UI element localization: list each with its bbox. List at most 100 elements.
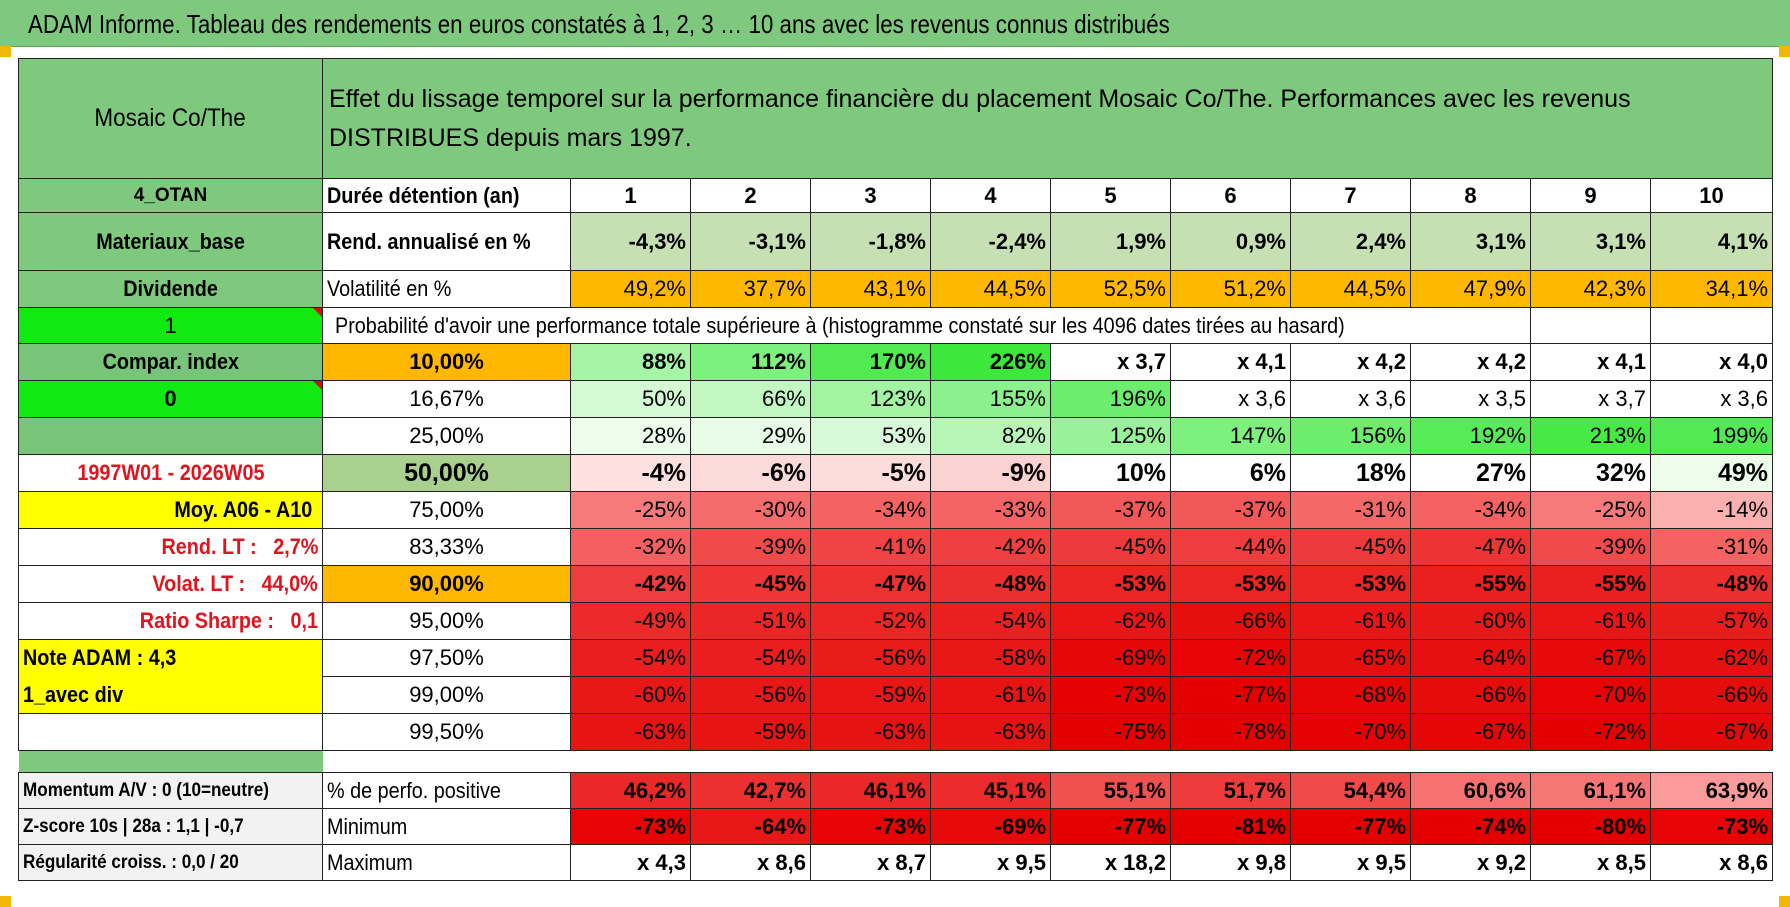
minimum-label: Minimum <box>322 808 571 845</box>
percentile-cell: 213% <box>1530 417 1651 455</box>
vol-cell: 51,2% <box>1170 270 1291 308</box>
percentile-cell: 10% <box>1050 454 1171 492</box>
percentile-cell: -33% <box>930 491 1051 529</box>
minimum-cell: -74% <box>1410 808 1531 845</box>
percentile-label: 90,00% <box>322 565 571 603</box>
positive-cell: 55,1% <box>1050 772 1171 809</box>
percentile-row: Compar. index 10,00% 88% 112% 170% 226% … <box>18 343 1774 381</box>
percentile-cell: 29% <box>690 417 811 455</box>
percentile-cell: -67% <box>1410 713 1531 751</box>
percentile-cell: -41% <box>810 528 931 566</box>
percentile-cell: -70% <box>1290 713 1411 751</box>
percentile-cell: -54% <box>690 639 811 677</box>
percentile-cell: -48% <box>930 565 1051 603</box>
percentile-cell: -5% <box>810 454 931 492</box>
percentile-row: 1997W01 - 2026W05 50,00% -4% -6% -5% -9%… <box>18 454 1774 492</box>
compar-index-label: Compar. index <box>18 343 323 381</box>
rend-cell: 3,1% <box>1410 212 1531 271</box>
minimum-cell: -81% <box>1170 808 1291 845</box>
returns-table: Mosaic Co/The Effet du lissage temporel … <box>18 58 1774 881</box>
percentile-cell: -64% <box>1410 639 1531 677</box>
comment-marker <box>313 381 322 390</box>
moy-label: Moy. A06 - A10 <box>18 491 323 529</box>
percentile-cell: -57% <box>1649 602 1774 640</box>
percentile-cell: -61% <box>1530 602 1651 640</box>
rend-label: Rend. annualisé en % <box>322 212 571 271</box>
vol-cell: 49,2% <box>570 270 691 308</box>
percentile-cell: -55% <box>1410 565 1531 603</box>
maximum-row: Régularité croiss. : 0,0 / 20 Maximum x … <box>18 844 1774 881</box>
percentile-cell: -60% <box>570 676 691 714</box>
year-header: 8 <box>1410 178 1531 213</box>
year-header: 6 <box>1170 178 1291 213</box>
positive-row: Momentum A/V : 0 (10=neutre) % de perfo.… <box>18 772 1774 809</box>
rend-cell: 4,1% <box>1649 212 1774 271</box>
positive-label: % de perfo. positive <box>322 772 571 809</box>
percentile-cell: -68% <box>1290 676 1411 714</box>
flag-zero[interactable]: 0 <box>18 380 323 418</box>
percentile-row: Ratio Sharpe : 0,1 95,00% -49% -51% -52%… <box>18 602 1774 640</box>
percentile-cell: 156% <box>1290 417 1411 455</box>
percentile-cell: -14% <box>1649 491 1774 529</box>
corner-marker <box>1779 46 1790 57</box>
year-header: 5 <box>1050 178 1171 213</box>
maximum-cell: x 4,3 <box>570 844 691 881</box>
rend-cell: 3,1% <box>1530 212 1651 271</box>
duration-row: 4_OTAN Durée détention (an) 1 2 3 4 5 6 … <box>18 178 1774 213</box>
percentile-cell: -75% <box>1050 713 1171 751</box>
spacer-cell <box>18 750 323 773</box>
year-header: 3 <box>810 178 931 213</box>
spacer-cell <box>323 751 1773 773</box>
percentile-label: 25,00% <box>322 417 571 455</box>
regularite-label: Régularité croiss. : 0,0 / 20 <box>18 844 323 881</box>
percentile-cell: -70% <box>1530 676 1651 714</box>
maximum-cell: x 8,5 <box>1530 844 1651 881</box>
percentile-cell: 147% <box>1170 417 1291 455</box>
maximum-label: Maximum <box>322 844 571 881</box>
percentile-cell: 50% <box>570 380 691 418</box>
percentile-cell: -53% <box>1290 565 1411 603</box>
percentile-cell: -56% <box>810 639 931 677</box>
percentile-cell: x 4,1 <box>1530 343 1651 381</box>
maximum-cell: x 9,5 <box>1290 844 1411 881</box>
percentile-cell: 49% <box>1649 454 1774 492</box>
percentile-cell: x 3,5 <box>1410 380 1531 418</box>
div-mode-label: 1_avec div <box>18 676 323 714</box>
percentile-cell: -48% <box>1649 565 1774 603</box>
percentile-cell: -45% <box>1050 528 1171 566</box>
percentile-cell: -59% <box>690 713 811 751</box>
corner-marker <box>0 896 11 907</box>
spacer-row <box>18 750 1773 773</box>
vol-cell: 43,1% <box>810 270 931 308</box>
rend-cell: 1,9% <box>1050 212 1171 271</box>
percentile-cell: -54% <box>930 602 1051 640</box>
percentile-cell: -39% <box>1530 528 1651 566</box>
maximum-cell: x 9,5 <box>930 844 1051 881</box>
percentile-cell: -60% <box>1410 602 1531 640</box>
percentile-cell: x 3,7 <box>1050 343 1171 381</box>
vol-row: Dividende Volatilité en % 49,2% 37,7% 43… <box>18 270 1774 308</box>
maximum-cell: x 8,7 <box>810 844 931 881</box>
percentile-label: 75,00% <box>322 491 571 529</box>
empty-cell <box>1649 307 1774 344</box>
momentum-label: Momentum A/V : 0 (10=neutre) <box>18 772 323 809</box>
percentile-label: 99,50% <box>322 713 571 751</box>
percentile-cell: -49% <box>570 602 691 640</box>
percentile-cell: -67% <box>1530 639 1651 677</box>
report-title: ADAM Informe. Tableau des rendements en … <box>28 9 1170 39</box>
percentile-row: 25,00% 28% 29% 53% 82% 125% 147% 156% 19… <box>18 417 1774 455</box>
percentile-cell: -62% <box>1649 639 1774 677</box>
rend-cell: -3,1% <box>690 212 811 271</box>
minimum-cell: -80% <box>1530 808 1651 845</box>
positive-cell: 45,1% <box>930 772 1051 809</box>
minimum-cell: -64% <box>690 808 811 845</box>
flag-one[interactable]: 1 <box>18 307 323 344</box>
corner-marker <box>0 46 11 57</box>
rend-cell: -1,8% <box>810 212 931 271</box>
year-header: 2 <box>690 178 811 213</box>
percentile-cell: -72% <box>1170 639 1291 677</box>
positive-cell: 54,4% <box>1290 772 1411 809</box>
vol-cell: 47,9% <box>1410 270 1531 308</box>
percentile-cell: -66% <box>1410 676 1531 714</box>
prob-header-row: 1 Probabilité d'avoir une performance to… <box>18 307 1774 344</box>
